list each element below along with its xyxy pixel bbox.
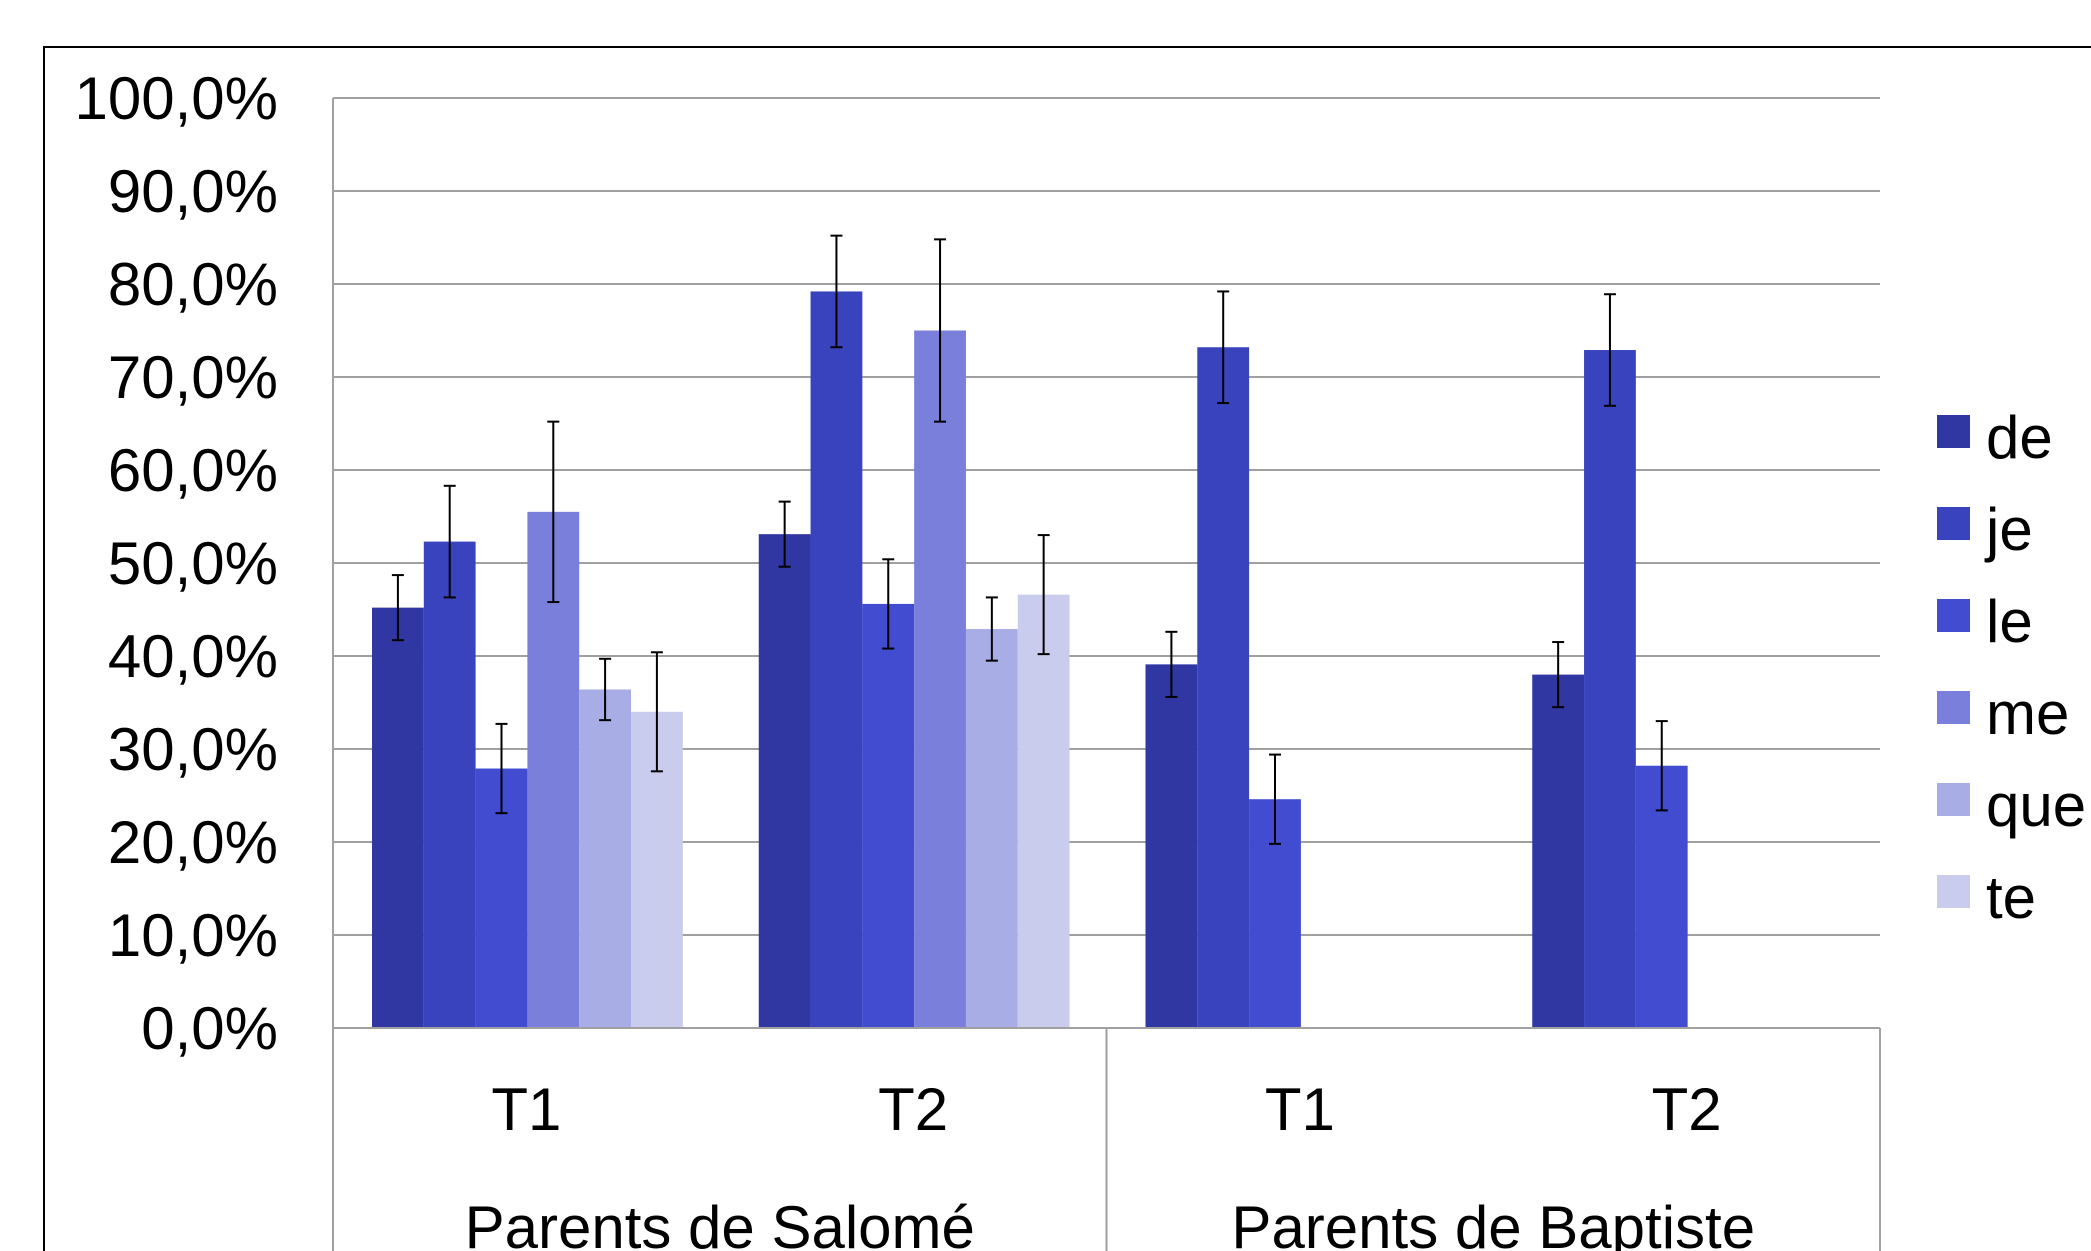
bar-te-2 xyxy=(1017,594,1070,1028)
legend-item-me: me xyxy=(1937,680,2069,747)
y-tick-label: 40,0% xyxy=(108,623,278,690)
error-bar-te-1 xyxy=(650,651,663,773)
x-tick-label: T2 xyxy=(878,1076,948,1143)
legend-swatch xyxy=(1937,507,1970,540)
group-label: Parents de Baptiste xyxy=(1231,1194,1755,1251)
legend-item-je: je xyxy=(1937,496,2033,563)
legend-item-que: que xyxy=(1937,772,2086,839)
y-tick-label: 50,0% xyxy=(108,530,278,597)
error-bar-de-4 xyxy=(1552,641,1565,709)
legend-label: me xyxy=(1986,680,2069,747)
y-tick-label: 90,0% xyxy=(108,158,278,225)
bar-le-2 xyxy=(862,603,915,1028)
error-bar-te-2 xyxy=(1037,534,1050,656)
bar-que-2 xyxy=(965,629,1018,1028)
bar-je-3 xyxy=(1197,347,1250,1028)
bar-de-3 xyxy=(1145,664,1198,1028)
error-bar-je-1 xyxy=(443,484,456,599)
y-tick-label: 0,0% xyxy=(141,995,278,1062)
error-bar-le-1 xyxy=(495,722,508,815)
error-bar-le-4 xyxy=(1655,720,1668,812)
x-axis: T1 T2 T1 T2 Parents de Salomé Parents de Bapt… xyxy=(332,1027,1881,1251)
legend-label: te xyxy=(1986,864,2036,931)
error-bar-le-3 xyxy=(1269,753,1281,845)
error-bar-je-3 xyxy=(1217,290,1230,405)
error-bar-de-1 xyxy=(391,574,404,642)
legend-label: le xyxy=(1986,588,2033,655)
x-tick-label: T2 xyxy=(1652,1076,1722,1143)
error-bar-me-1 xyxy=(547,420,560,604)
error-bars xyxy=(391,234,1668,845)
legend-swatch xyxy=(1937,875,1970,908)
bar-je-1 xyxy=(423,541,476,1028)
legend-item-de: de xyxy=(1937,404,2053,471)
error-bar-le-2 xyxy=(882,558,895,650)
bar-de-4 xyxy=(1532,674,1585,1028)
legend-label: que xyxy=(1986,772,2086,839)
y-axis-tick-labels: 0,0% 10,0% 20,0% 30,0% 40,0% 50,0% 60,0% 70,0% 8… xyxy=(75,65,279,1062)
y-tick-label: 80,0% xyxy=(108,251,278,318)
bar-que-1 xyxy=(579,689,631,1028)
y-tick-label: 10,0% xyxy=(108,902,278,969)
bar-de-1 xyxy=(372,607,424,1028)
bars xyxy=(372,291,1688,1029)
group-label: Parents de Salomé xyxy=(465,1194,975,1251)
bar-je-4 xyxy=(1584,350,1636,1028)
legend-item-te: te xyxy=(1937,864,2036,931)
legend-swatch xyxy=(1937,783,1970,816)
x-tick-label: T1 xyxy=(491,1076,561,1143)
legend-swatch xyxy=(1937,599,1970,632)
error-bar-je-2 xyxy=(830,234,843,349)
bar-je-2 xyxy=(810,291,863,1028)
error-bar-de-2 xyxy=(778,500,791,568)
error-bar-je-4 xyxy=(1603,293,1616,407)
bar-me-2 xyxy=(914,330,966,1028)
y-tick-label: 30,0% xyxy=(108,716,278,783)
legend-swatch xyxy=(1937,415,1970,448)
y-tick-label: 20,0% xyxy=(108,809,278,876)
legend: de je le me que te xyxy=(1937,404,2086,931)
error-bar-que-1 xyxy=(599,657,612,722)
error-bar-me-2 xyxy=(934,238,947,423)
legend-label: je xyxy=(1984,496,2033,563)
y-tick-label: 60,0% xyxy=(108,437,278,504)
legend-swatch xyxy=(1937,691,1970,724)
error-bar-de-3 xyxy=(1165,630,1178,698)
legend-label: de xyxy=(1986,404,2053,471)
legend-item-le: le xyxy=(1937,588,2033,655)
bar-de-2 xyxy=(758,534,811,1028)
x-tick-label: T1 xyxy=(1265,1076,1335,1143)
y-tick-label: 70,0% xyxy=(108,344,278,411)
error-bar-que-2 xyxy=(985,596,998,662)
y-tick-label: 100,0% xyxy=(75,65,279,132)
